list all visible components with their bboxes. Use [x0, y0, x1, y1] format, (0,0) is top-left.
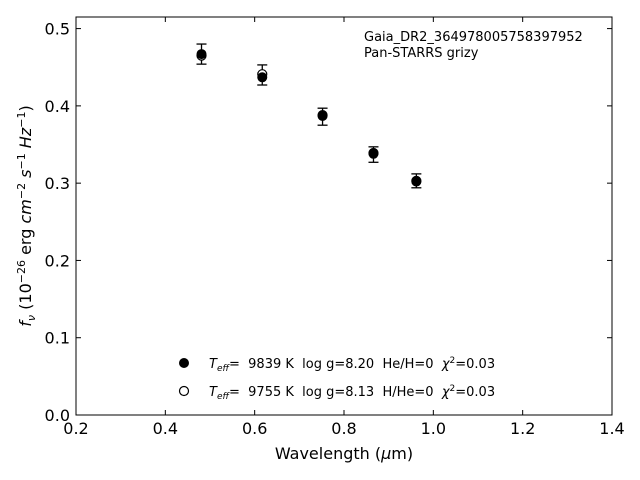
y-axis-label: fν (10−26 erg cm−2 s−1 Hz−1) — [15, 105, 38, 326]
model-point-filled — [317, 110, 328, 121]
plot-area-frame — [75, 16, 613, 416]
legend-marker-filled — [179, 358, 189, 368]
x-tick-label: 1.4 — [599, 419, 624, 438]
x-tick-label: 0.4 — [153, 419, 178, 438]
axis-ticks: 0.2 0.4 0.6 0.8 1.0 1.2 1.4 0.0 0.1 0.2 0.3 0.4 0.5 — [45, 17, 625, 438]
model-point-filled — [411, 176, 422, 187]
y-tick-label: 0.1 — [45, 329, 70, 348]
annotation-star-id: Gaia_DR2_364978005758397952 — [364, 30, 583, 45]
model-point-filled — [368, 148, 379, 159]
model-point-filled — [196, 49, 207, 60]
y-tick-label: 0.5 — [45, 20, 70, 39]
x-tick-label: 0.2 — [63, 419, 88, 438]
legend: Teff= 9839 K log g=8.20 He/H=0 χ2=0.03 T… — [178, 356, 495, 402]
model-point-filled — [257, 72, 268, 83]
y-tick-label: 0.4 — [45, 97, 70, 116]
legend-marker-open — [178, 385, 190, 397]
y-tick-label: 0.3 — [45, 174, 70, 193]
annotation-photometry: Pan-STARRS grizy — [364, 46, 479, 61]
legend-label-db-model: Teff= 9755 K log g=8.13 H/He=0 χ2=0.03 — [209, 384, 495, 402]
x-tick-label: 0.8 — [331, 419, 356, 438]
y-tick-label: 0.2 — [45, 251, 70, 270]
x-tick-label: 1.2 — [510, 419, 535, 438]
x-axis-label: Wavelength (μm) — [275, 444, 413, 463]
data-points — [196, 49, 422, 187]
x-tick-label: 0.6 — [242, 419, 267, 438]
x-tick-label: 1.0 — [421, 419, 446, 438]
y-tick-label: 0.0 — [45, 406, 70, 425]
legend-label-da-model: Teff= 9839 K log g=8.20 He/H=0 χ2=0.03 — [209, 356, 495, 374]
